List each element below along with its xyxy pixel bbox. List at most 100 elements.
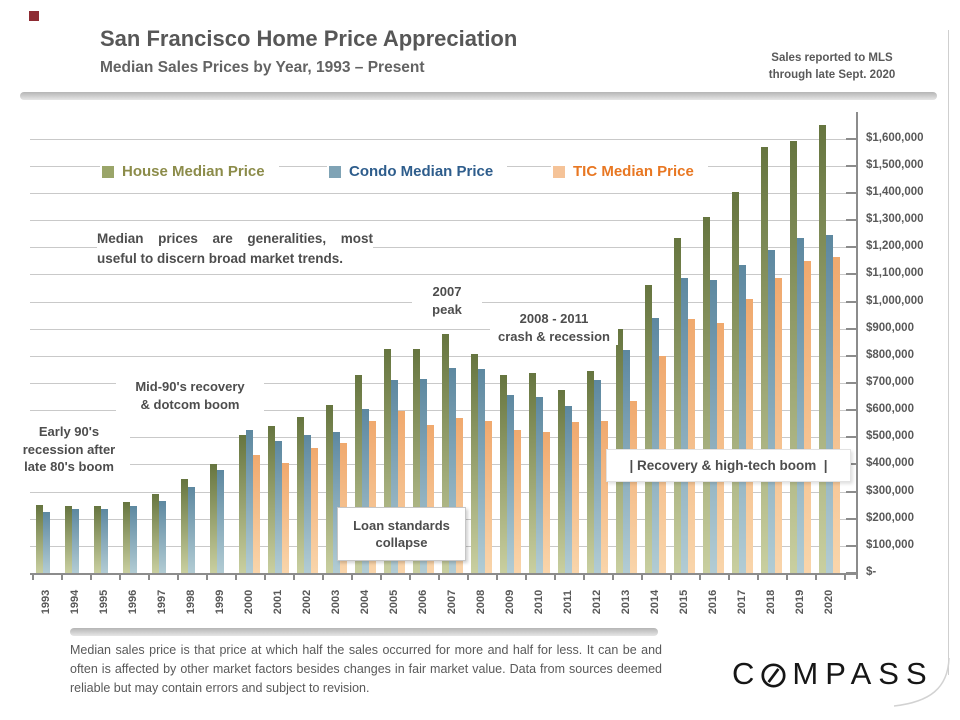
y-axis-tick — [846, 381, 856, 384]
bar-tic-2010 — [542, 431, 550, 573]
legend-item-tic: TIC Median Price — [551, 159, 708, 184]
y-axis-tick — [846, 354, 856, 357]
x-axis-tick — [785, 575, 788, 580]
bar-condo-2009 — [506, 395, 514, 573]
y-axis-tick — [846, 409, 856, 412]
x-axis-tick — [292, 575, 295, 580]
bar-house-2015 — [673, 237, 681, 573]
y-axis-label: $1,600,000 — [866, 131, 924, 144]
y-axis-tick — [846, 246, 856, 249]
bar-condo-2007 — [448, 368, 456, 573]
compass-logo: C MPASS — [732, 656, 934, 692]
gridline — [30, 192, 856, 194]
x-axis-tick — [611, 575, 614, 580]
y-axis-label: $200,000 — [866, 511, 914, 524]
y-axis-tick — [846, 463, 856, 466]
logo-text-left: C — [732, 656, 762, 691]
x-axis-tick — [234, 575, 237, 580]
bar-condo-1997 — [158, 501, 166, 573]
y-axis-tick — [846, 490, 856, 493]
x-axis-tick — [379, 575, 382, 580]
house-series-swatch — [102, 165, 114, 178]
bar-condo-1998 — [187, 487, 195, 573]
annotation-recovery-boom: | Recovery & high-tech boom | — [606, 449, 851, 482]
y-axis-label: $100,000 — [866, 538, 914, 551]
bar-tic-2008 — [484, 420, 492, 573]
y-axis-line — [856, 112, 858, 579]
bar-condo-2004 — [361, 408, 369, 573]
bar-condo-1996 — [129, 506, 137, 573]
bar-condo-2014 — [651, 317, 659, 573]
y-axis-label: $400,000 — [866, 457, 914, 470]
gridline — [30, 328, 856, 330]
bar-tic-2004 — [368, 420, 376, 573]
footnote-disclaimer: Median sales price is that price at whic… — [70, 643, 662, 695]
bar-condo-2002 — [303, 434, 311, 573]
gridline — [30, 247, 856, 249]
bar-condo-2011 — [564, 406, 572, 573]
x-axis-tick — [553, 575, 556, 580]
bar-house-2008 — [470, 354, 478, 573]
bar-house-2012 — [586, 370, 594, 573]
bar-tic-2006 — [426, 425, 434, 573]
page-corner-arc — [893, 657, 950, 707]
condo-series-swatch — [329, 165, 341, 178]
x-axis-tick — [350, 575, 353, 580]
mls-report-note: Sales reported to MLS through late Sept.… — [742, 50, 922, 84]
top-divider — [20, 92, 937, 100]
bar-condo-2005 — [390, 380, 398, 573]
y-axis-tick — [846, 219, 856, 222]
bar-house-2018 — [760, 146, 768, 573]
annotation-crash-recession: 2008 - 2011 crash & recession — [490, 310, 618, 345]
y-axis-tick — [846, 300, 856, 303]
page-subtitle: Median Sales Prices by Year, 1993 – Pres… — [100, 59, 425, 76]
x-axis-tick — [31, 575, 34, 580]
y-axis-label: $1,000,000 — [866, 294, 924, 307]
bar-tic-2020 — [832, 256, 840, 573]
bar-house-2004 — [354, 374, 362, 573]
bar-condo-2001 — [274, 441, 282, 573]
bar-house-1997 — [151, 494, 159, 573]
bar-condo-2000 — [245, 430, 253, 573]
bar-tic-2012 — [600, 420, 608, 573]
bar-house-2001 — [267, 426, 275, 573]
mls-note-line1: Sales reported to MLS — [771, 52, 893, 64]
bar-condo-1994 — [71, 509, 79, 573]
y-axis-label: $1,500,000 — [866, 158, 924, 171]
y-axis-label: $1,200,000 — [866, 240, 924, 253]
y-axis-tick — [846, 327, 856, 330]
y-axis-tick — [846, 164, 856, 167]
mls-note-line2: through late Sept. 2020 — [768, 69, 896, 81]
annotation-mid-90s: Mid-90's recovery & dotcom boom — [116, 376, 264, 415]
bar-house-2019 — [789, 141, 797, 573]
bar-house-2003 — [325, 404, 333, 573]
x-axis-tick — [60, 575, 63, 580]
y-axis-label: $500,000 — [866, 430, 914, 443]
bar-house-1996 — [122, 502, 130, 573]
bar-tic-2005 — [397, 411, 405, 573]
y-axis-tick — [846, 273, 856, 276]
x-axis-tick — [176, 575, 179, 580]
bar-house-2009 — [499, 374, 507, 573]
x-axis-tick — [843, 575, 846, 580]
bar-tic-2001 — [281, 463, 289, 573]
bar-condo-2018 — [767, 249, 775, 573]
bar-tic-2019 — [803, 260, 811, 573]
y-axis-tick — [846, 436, 856, 439]
x-axis-line — [30, 573, 858, 575]
bar-tic-2002 — [310, 448, 318, 573]
y-axis-label: $600,000 — [866, 403, 914, 416]
x-axis-tick — [698, 575, 701, 580]
y-axis-label: $700,000 — [866, 375, 914, 388]
bottom-divider — [70, 628, 658, 636]
bar-tic-2011 — [571, 422, 579, 573]
x-axis-tick — [582, 575, 585, 580]
x-axis-tick — [640, 575, 643, 580]
y-axis-tick — [846, 191, 856, 194]
x-axis-tick — [756, 575, 759, 580]
bar-tic-2013 — [629, 400, 637, 573]
legend-item-condo: Condo Median Price — [327, 159, 508, 184]
legend-label-house: House Median Price — [122, 163, 265, 180]
bar-house-2017 — [731, 191, 739, 573]
